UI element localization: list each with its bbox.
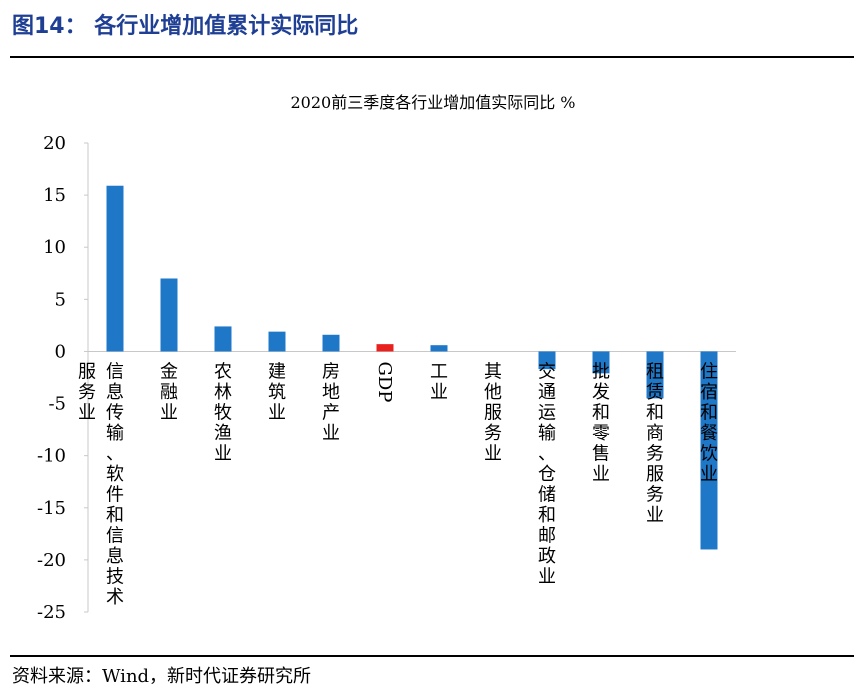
x-tick-label: 批发和零售业 [592, 361, 610, 485]
y-tick-label: 0 [55, 341, 66, 362]
x-tick-label: 信息传输、软件和信息技术服务业 [78, 361, 124, 608]
x-tick-label: 房地产业 [322, 361, 340, 444]
bar [322, 334, 340, 352]
y-tick-label: -20 [37, 550, 66, 571]
x-tick-label: GDP [374, 361, 395, 402]
x-tick-label: 其他服务业 [484, 361, 502, 464]
y-tick-label: 15 [43, 185, 66, 206]
x-tick-label: 金融业 [160, 361, 178, 423]
y-tick-label: 10 [43, 237, 66, 258]
x-tick-label: 交通运输、仓储和邮政业 [538, 361, 556, 587]
bar [700, 351, 718, 550]
x-tick-label: 工业 [430, 361, 448, 403]
y-axis: 20 15 10 5 0 -5 -10 -15 -20 -25 [37, 133, 736, 623]
x-axis-labels: 信息传输、软件和信息技术服务业 金融业 农林牧渔业 建筑业 房地产业 GDP 工业 其他服务业… [78, 361, 718, 608]
chart: 2020前三季度各行业增加值实际同比 % 20 15 10 5 0 -5 -10 -15 -20… [37, 93, 736, 623]
bar [430, 345, 448, 352]
y-tick-label: -5 [48, 394, 66, 415]
y-tick-label: 20 [43, 133, 66, 154]
bar [646, 351, 664, 399]
y-tick-label: 5 [55, 289, 66, 310]
bar [106, 185, 124, 352]
chart-title: 2020前三季度各行业增加值实际同比 % [290, 93, 575, 112]
bar [538, 351, 556, 370]
bar [214, 326, 232, 352]
bottom-rule [10, 655, 854, 657]
x-tick-label: 建筑业 [268, 361, 286, 423]
top-rule [10, 56, 854, 58]
source-note: 资料来源：Wind，新时代证券研究所 [12, 666, 312, 687]
x-tick-label: 农林牧渔业 [214, 361, 232, 464]
y-tick-label: -15 [37, 498, 66, 519]
bar [160, 278, 178, 352]
bar [268, 331, 286, 352]
bar [592, 351, 610, 374]
y-tick-label: -25 [37, 602, 66, 623]
y-tick-label: -10 [37, 446, 66, 467]
figure-title: 图14： 各行业增加值累计实际同比 [12, 14, 359, 39]
bar [376, 344, 394, 352]
bars [106, 185, 718, 550]
x-tick-label: 租赁和商务服务业 [646, 361, 664, 526]
x-tick-label: 住宿和餐饮业 [700, 361, 718, 485]
